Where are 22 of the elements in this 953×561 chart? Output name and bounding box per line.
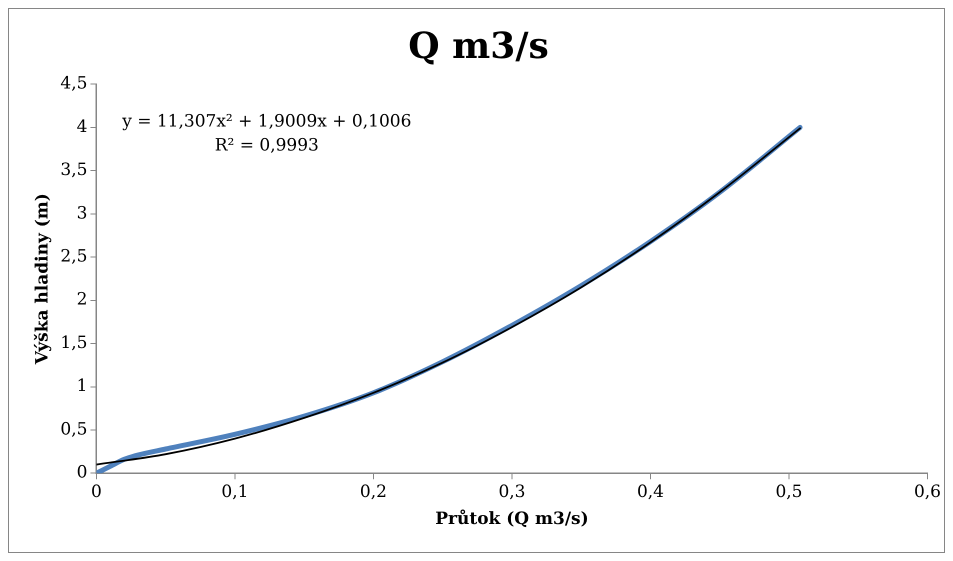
x-tick-label: 0,4: [636, 482, 664, 502]
y-tick-label: 1: [76, 376, 88, 396]
x-axis-title: Průtok (Q m3/s): [435, 509, 589, 530]
x-tick-label: 0,6: [914, 482, 942, 502]
x-tick-label: 0,2: [360, 482, 387, 502]
y-tick-label: 4,5: [60, 74, 88, 94]
x-tick-label: 0: [91, 482, 102, 502]
chart-title: Q m3/s: [408, 24, 549, 67]
y-tick-label: 4: [76, 116, 88, 137]
x-tick-label: 0,1: [221, 482, 248, 502]
annotation: R² = 0,9993: [214, 136, 319, 156]
x-tick-label: 0,3: [498, 482, 526, 502]
y-tick-label: 0,5: [60, 419, 88, 440]
annotation: y = 11,307x² + 1,9009x + 0,1006: [121, 112, 412, 132]
y-tick-label: 1,5: [60, 332, 88, 353]
y-tick-label: 0: [76, 462, 88, 483]
y-tick-label: 3: [76, 203, 88, 224]
y-tick-label: 2: [76, 290, 88, 310]
y-tick-label: 3,5: [60, 160, 88, 180]
x-tick-label: 0,5: [775, 482, 802, 502]
y-tick-label: 2,5: [60, 246, 88, 267]
y-axis-title: Výška hladiny (m): [32, 193, 53, 366]
